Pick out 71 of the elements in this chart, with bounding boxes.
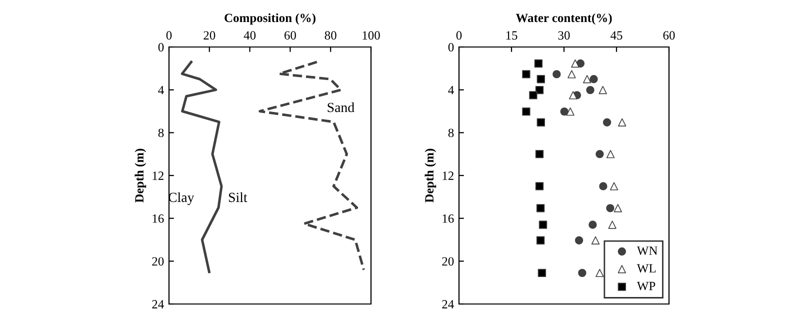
- point: [529, 91, 538, 100]
- point: [590, 75, 598, 84]
- point: [610, 182, 618, 190]
- point: [522, 107, 530, 116]
- x-tick-label: 40: [244, 31, 256, 40]
- x-tick-label: 60: [663, 31, 675, 40]
- y-tick-label: 20: [152, 257, 164, 266]
- point: [538, 220, 548, 229]
- point: [596, 268, 604, 278]
- point: [571, 59, 580, 68]
- point: [591, 236, 600, 244]
- y-tick-label: 24: [152, 300, 164, 308]
- point: [608, 220, 616, 229]
- legend-label: WL: [636, 264, 656, 273]
- point: [618, 118, 626, 126]
- point: [588, 220, 597, 229]
- point: [535, 182, 544, 190]
- legend-label: WP: [636, 282, 656, 290]
- point: [536, 118, 545, 126]
- point: [583, 75, 592, 84]
- y-tick-label: 8: [448, 128, 454, 138]
- point: [574, 236, 584, 244]
- y-tick-label: 16: [152, 214, 164, 223]
- point: [586, 86, 594, 94]
- point: [598, 86, 607, 94]
- point: [578, 268, 586, 278]
- point: [522, 70, 530, 78]
- point: [569, 91, 578, 100]
- y-tick-label: 12: [152, 172, 164, 180]
- point: [599, 182, 608, 190]
- y-tick-label: 4: [448, 86, 454, 94]
- annotation: Silt: [228, 192, 248, 202]
- x-tick-label: 100: [362, 31, 380, 40]
- y-tick-label: 20: [442, 257, 454, 266]
- point: [596, 150, 604, 158]
- x-tick-label: 20: [204, 31, 216, 40]
- point: [535, 150, 544, 158]
- x-tick-label: 0: [166, 31, 172, 40]
- point: [614, 204, 622, 212]
- y-tick-label: 16: [442, 214, 454, 223]
- x-tick-label: 80: [324, 31, 336, 40]
- chart-title: Water content(%): [516, 13, 612, 25]
- y-axis-title: Depth (m): [134, 148, 146, 203]
- x-tick-label: 0: [456, 31, 462, 40]
- y-tick-label: 0: [158, 43, 164, 52]
- x-tick-label: 60: [284, 31, 296, 40]
- y-tick-label: 8: [158, 128, 164, 138]
- point: [536, 236, 545, 244]
- point: [534, 59, 543, 68]
- x-tick-label: 15: [506, 31, 518, 40]
- point: [560, 107, 568, 116]
- point: [606, 204, 614, 212]
- x-tick-label: 30: [558, 31, 570, 40]
- point: [602, 118, 612, 126]
- point: [538, 268, 546, 278]
- point: [552, 70, 561, 78]
- annotation: Sand: [328, 102, 354, 112]
- point: [536, 75, 545, 84]
- point: [536, 204, 545, 212]
- line-series: [258, 60, 365, 271]
- y-tick-label: 12: [442, 172, 454, 180]
- y-tick-label: 24: [442, 300, 454, 308]
- point: [568, 70, 576, 78]
- point: [606, 150, 615, 158]
- y-axis-title: Depth (m): [424, 148, 436, 203]
- x-tick-label: 45: [610, 31, 622, 40]
- y-tick-label: 4: [158, 86, 164, 94]
- chart-title: Composition (%): [224, 13, 316, 25]
- legend-label: WN: [636, 246, 658, 255]
- y-tick-label: 0: [448, 43, 454, 52]
- point: [566, 107, 574, 116]
